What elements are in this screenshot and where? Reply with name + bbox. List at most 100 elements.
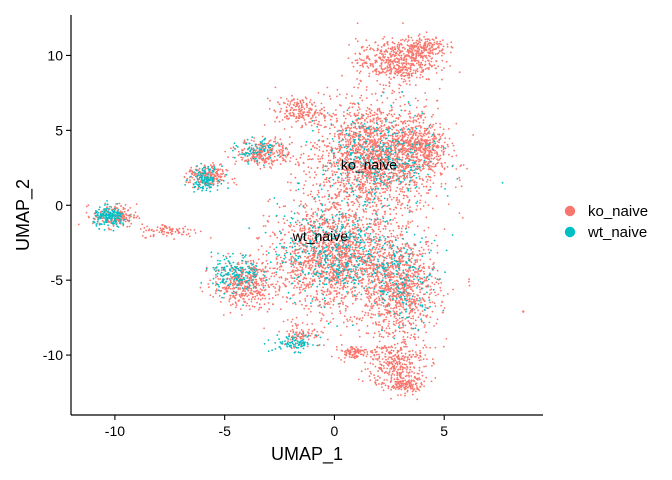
data-point — [333, 182, 335, 185]
data-point — [348, 113, 350, 116]
data-point — [415, 131, 418, 134]
data-point — [472, 134, 474, 136]
data-point — [405, 71, 407, 74]
data-point — [279, 256, 282, 259]
data-point — [358, 130, 361, 133]
data-point — [395, 129, 398, 132]
data-point — [418, 140, 421, 143]
data-point — [302, 187, 305, 190]
data-point — [391, 266, 394, 269]
data-point — [407, 150, 410, 153]
data-point — [419, 169, 421, 171]
data-point — [390, 54, 392, 57]
data-point — [428, 158, 431, 161]
data-point — [309, 176, 311, 179]
data-point — [330, 206, 333, 208]
data-point — [409, 174, 411, 176]
data-point — [368, 295, 371, 298]
data-point — [282, 320, 285, 323]
data-point — [296, 282, 299, 284]
data-point — [328, 142, 331, 145]
data-point — [411, 159, 413, 162]
data-point — [309, 310, 312, 313]
data-point — [392, 63, 395, 65]
data-point — [334, 259, 337, 262]
data-point — [389, 213, 392, 216]
data-point — [355, 157, 358, 160]
data-point — [439, 157, 442, 160]
data-point — [435, 146, 438, 149]
data-point — [433, 149, 436, 152]
data-point — [357, 269, 360, 272]
data-point — [311, 300, 314, 302]
data-point — [357, 143, 360, 146]
data-point — [433, 262, 435, 264]
data-point — [383, 87, 385, 90]
data-point — [368, 142, 371, 145]
data-point — [304, 260, 307, 262]
data-point — [376, 237, 378, 240]
data-point — [324, 204, 326, 206]
data-point — [436, 40, 439, 43]
data-point — [373, 332, 376, 335]
data-point — [347, 166, 349, 169]
data-point — [346, 252, 349, 254]
data-point — [440, 183, 443, 185]
data-point — [383, 171, 386, 173]
data-point — [432, 170, 434, 172]
data-point — [281, 149, 284, 152]
data-point — [331, 147, 334, 150]
data-point — [359, 97, 361, 99]
data-point — [404, 48, 406, 50]
data-point — [343, 285, 345, 288]
data-point — [372, 171, 374, 174]
data-point — [416, 261, 419, 263]
data-point — [321, 196, 324, 199]
data-point — [312, 215, 314, 218]
data-point — [337, 222, 340, 225]
data-point — [417, 125, 419, 127]
data-point — [458, 179, 461, 182]
data-point — [346, 272, 349, 274]
data-point — [323, 217, 326, 220]
data-point — [440, 50, 443, 52]
data-point — [307, 194, 309, 197]
data-point — [356, 297, 358, 300]
data-point — [338, 191, 341, 194]
data-point — [331, 174, 334, 177]
data-point — [392, 208, 395, 211]
data-point — [451, 155, 453, 158]
data-point — [403, 39, 406, 42]
data-point — [411, 179, 414, 181]
data-point — [375, 185, 378, 188]
data-point — [358, 279, 360, 282]
data-point — [377, 275, 380, 278]
data-point — [321, 257, 324, 260]
data-point — [383, 36, 386, 38]
data-point — [382, 141, 384, 144]
data-point — [435, 100, 438, 102]
data-point — [360, 115, 363, 118]
data-point — [372, 230, 375, 233]
data-point — [398, 87, 400, 90]
data-point — [315, 218, 318, 221]
data-point — [395, 117, 398, 120]
data-point — [369, 129, 372, 132]
data-point — [308, 283, 310, 286]
data-point — [398, 70, 401, 73]
data-point — [369, 186, 372, 188]
data-point — [424, 64, 426, 67]
data-point — [340, 104, 342, 107]
data-point — [303, 184, 306, 186]
data-point — [369, 120, 372, 123]
data-point — [316, 167, 319, 169]
data-point — [257, 308, 260, 311]
data-point — [352, 133, 355, 136]
data-point — [389, 52, 391, 55]
data-point — [363, 49, 366, 52]
data-point — [328, 201, 331, 204]
data-point — [335, 196, 338, 199]
data-point — [359, 191, 362, 194]
data-point — [358, 72, 361, 74]
data-point — [407, 320, 410, 323]
